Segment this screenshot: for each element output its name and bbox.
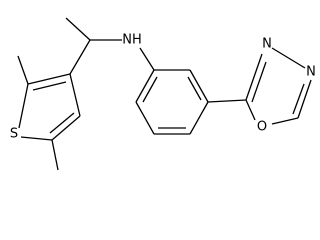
atom-label: NH [122, 33, 142, 48]
atom-label: O [257, 120, 267, 135]
bond [51, 139, 59, 171]
bond [297, 79, 312, 119]
bond [251, 61, 267, 103]
bond [27, 73, 71, 85]
bond [135, 69, 155, 103]
bond [271, 117, 299, 125]
structure-diagram: S NH N N O [10, 17, 316, 171]
bond [51, 115, 81, 141]
bond [18, 83, 29, 129]
bond [245, 99, 256, 121]
bond [20, 136, 53, 141]
bond [135, 101, 155, 135]
bond [292, 83, 305, 115]
bond [69, 73, 81, 117]
bond [189, 101, 209, 135]
bond [271, 47, 306, 69]
bonds [17, 17, 312, 171]
bond [49, 112, 75, 134]
bond [189, 69, 209, 103]
bond [17, 55, 29, 85]
atom-label: S [10, 127, 18, 142]
atom-label: N [306, 65, 316, 80]
page: {"atoms": {"sulfur": "S", "amine": "NH",… [9, 17, 316, 171]
bond [245, 53, 263, 101]
atom-labels: S NH N N O [10, 33, 316, 142]
atom-label: N [262, 37, 272, 52]
bond [32, 81, 67, 91]
bond [69, 39, 91, 75]
bond [142, 76, 158, 103]
bond [65, 17, 91, 41]
bond [187, 76, 202, 101]
bond [139, 47, 155, 71]
bond [207, 99, 247, 103]
